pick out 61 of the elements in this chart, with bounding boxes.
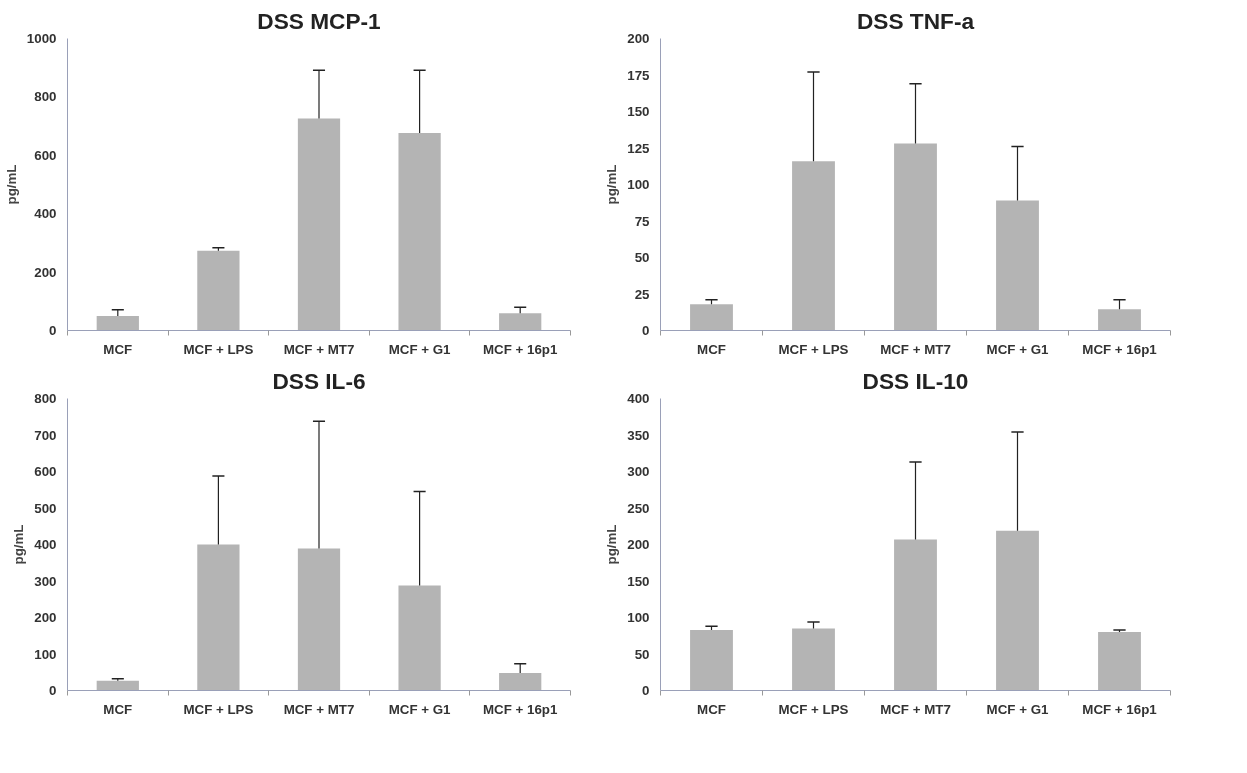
- x-tick-label: MCF + 16p1: [1082, 341, 1158, 357]
- y-tick-label: 75: [634, 213, 651, 229]
- chart-title: DSS TNF-a: [856, 7, 975, 34]
- x-tick-label: MCF + 16p1: [482, 701, 559, 717]
- y-tick-label: 700: [34, 427, 57, 443]
- x-tick-label: MCF + LPS: [183, 341, 254, 357]
- x-tick-label: MCF + MT7: [880, 341, 951, 357]
- y-axis-title: pg/mL: [3, 164, 19, 205]
- y-tick-label: 350: [627, 427, 650, 443]
- chart-title: DSS IL-10: [862, 367, 969, 394]
- x-tick-label: MCF: [697, 701, 726, 717]
- chart-title: DSS IL-6: [272, 367, 366, 394]
- x-tick-label: MCF + G1: [986, 701, 1050, 717]
- y-tick-label: 100: [34, 646, 57, 662]
- x-tick-label: MCF + 16p1: [482, 341, 559, 357]
- y-tick-label: 400: [34, 537, 57, 552]
- y-tick-label: 400: [627, 391, 650, 406]
- y-tick-label: 400: [34, 206, 57, 222]
- y-axis-title: pg/mL: [11, 524, 27, 565]
- x-tick-label: MCF + MT7: [283, 701, 355, 717]
- y-tick-label: 125: [627, 140, 651, 156]
- chart-title: DSS MCP-1: [257, 7, 381, 34]
- y-tick-label: 0: [642, 683, 650, 698]
- x-tick-label: MCF + G1: [388, 341, 452, 357]
- x-tick-label: MCF: [697, 341, 726, 357]
- y-tick-label: 800: [34, 391, 57, 406]
- x-tick-label: MCF + G1: [388, 701, 452, 717]
- y-tick-label: 200: [34, 610, 57, 625]
- x-tick-label: MCF + G1: [986, 341, 1050, 357]
- y-tick-label: 100: [627, 177, 650, 192]
- y-tick-label: 175: [627, 67, 651, 83]
- y-tick-label: 800: [34, 89, 57, 105]
- x-tick-label: MCF + MT7: [283, 341, 355, 357]
- y-tick-label: 250: [627, 500, 650, 516]
- x-tick-label: MCF: [103, 341, 133, 357]
- x-tick-label: MCF + 16p1: [1082, 701, 1158, 717]
- x-tick-label: MCF + LPS: [778, 701, 849, 717]
- y-tick-label: 0: [642, 323, 650, 338]
- y-tick-label: 300: [627, 464, 650, 479]
- y-tick-label: 0: [49, 683, 57, 698]
- y-tick-label: 200: [627, 537, 650, 552]
- y-tick-label: 100: [627, 610, 650, 625]
- y-tick-label: 0: [49, 323, 57, 338]
- y-tick-label: 50: [634, 250, 650, 265]
- y-tick-label: 25: [634, 286, 651, 302]
- y-tick-label: 600: [34, 464, 57, 479]
- x-tick-label: MCF: [103, 701, 133, 717]
- x-tick-label: MCF + MT7: [880, 701, 951, 717]
- y-tick-label: 300: [34, 573, 57, 589]
- x-tick-label: MCF + LPS: [183, 701, 254, 717]
- y-axis-title: pg/mL: [604, 164, 620, 205]
- y-tick-label: 200: [34, 264, 57, 280]
- y-axis-title: pg/mL: [604, 524, 620, 565]
- y-tick-label: 150: [627, 573, 650, 589]
- y-tick-label: 1000: [26, 31, 57, 46]
- y-tick-label: 500: [34, 500, 57, 516]
- y-tick-label: 600: [34, 147, 57, 163]
- y-tick-label: 50: [634, 646, 650, 662]
- x-tick-label: MCF + LPS: [778, 341, 849, 357]
- y-tick-label: 200: [627, 31, 650, 46]
- y-tick-label: 150: [627, 104, 650, 119]
